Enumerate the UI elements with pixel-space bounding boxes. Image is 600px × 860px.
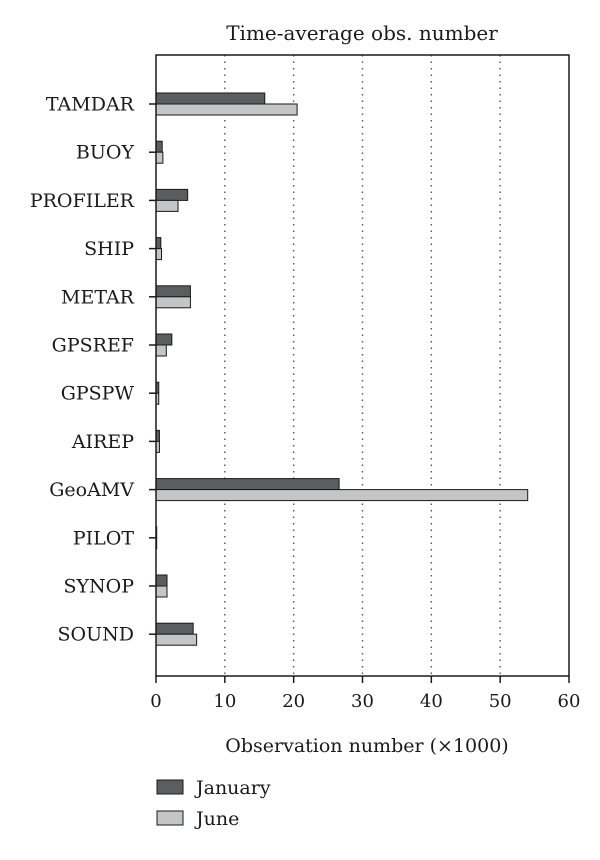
legend-label-january: January <box>194 777 271 799</box>
category-label: PROFILER <box>30 190 135 212</box>
bar-january-sound <box>155 622 194 635</box>
x-axis-ticks: 0 10 20 30 40 50 60 <box>150 676 580 712</box>
x-axis-label: Observation number (×1000) <box>225 735 508 757</box>
category-label: GeoAMV <box>49 479 134 501</box>
x-tick-label: 0 <box>150 691 161 712</box>
bar-january-buoy <box>155 140 163 153</box>
grid-lines <box>224 55 501 676</box>
bar-january-synop <box>155 574 168 587</box>
legend-label-june: June <box>194 808 239 830</box>
legend-swatch-january <box>156 779 184 795</box>
category-label: BUOY <box>76 142 135 164</box>
x-tick-label: 60 <box>558 691 581 712</box>
bar-june-gpsref <box>155 344 167 357</box>
category-label: GPSPW <box>61 383 135 405</box>
bar-june-sound <box>155 633 198 646</box>
chart-title: Time-average obs. number <box>226 21 498 45</box>
bar-january-geoamv <box>155 478 340 491</box>
category-label: SOUND <box>58 624 134 646</box>
bar-june-tamdar <box>155 103 298 116</box>
bar-june-metar <box>155 296 191 309</box>
category-label: METAR <box>61 286 135 308</box>
bar-june-geoamv <box>155 489 529 502</box>
category-label: PILOT <box>73 527 134 549</box>
category-label: TAMDAR <box>46 94 135 116</box>
category-label: AIREP <box>71 431 134 453</box>
bar-june-ship <box>155 248 163 261</box>
category-label: SYNOP <box>63 576 134 598</box>
x-tick-label: 10 <box>213 691 236 712</box>
bars <box>155 92 529 646</box>
category-labels: TAMDAR BUOY PROFILER SHIP METAR GPSREF GPSPW AI… <box>30 94 156 646</box>
bar-january-tamdar <box>155 92 266 105</box>
x-tick-label: 30 <box>351 691 374 712</box>
bar-january-gpsref <box>155 333 173 346</box>
bar-june-buoy <box>155 151 164 164</box>
bar-january-profiler <box>155 188 189 201</box>
category-label: SHIP <box>84 238 134 260</box>
bar-june-synop <box>155 585 168 598</box>
category-label: GPSREF <box>52 335 134 357</box>
legend-swatch-june <box>156 810 184 826</box>
x-tick-label: 50 <box>489 691 512 712</box>
bar-january-metar <box>155 285 191 298</box>
x-tick-label: 40 <box>420 691 443 712</box>
bar-june-profiler <box>155 199 179 212</box>
legend: January June <box>156 777 271 830</box>
x-tick-label: 20 <box>282 691 305 712</box>
